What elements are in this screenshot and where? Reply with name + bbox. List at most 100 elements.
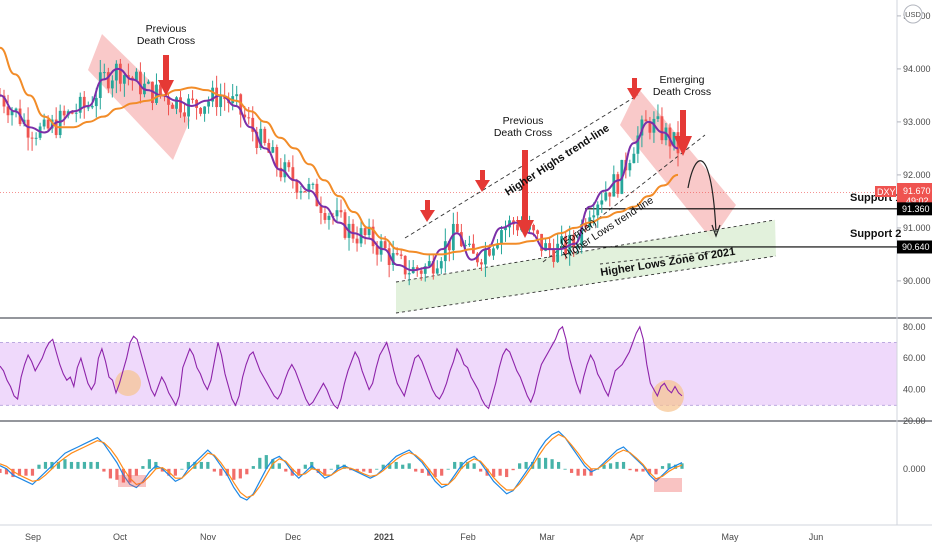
- candle-body: [476, 253, 479, 263]
- time-tick-label: Apr: [630, 532, 644, 542]
- macd-histogram-bar: [634, 468, 639, 472]
- macd-histogram-bar: [76, 461, 80, 469]
- candle-body: [243, 114, 247, 118]
- macd-histogram-bar: [43, 461, 48, 469]
- macd-scale[interactable]: 0.000: [903, 464, 926, 474]
- candle-body: [556, 243, 560, 262]
- candle-body: [114, 63, 118, 81]
- macd-histogram-bar: [4, 468, 9, 475]
- candle-body: [110, 80, 114, 89]
- candle-body: [98, 72, 102, 98]
- candle-body: [648, 121, 652, 133]
- candle-body: [572, 234, 576, 247]
- candle-body: [636, 135, 640, 154]
- rsi-tick-label: 40.00: [903, 385, 926, 395]
- time-tick-label: May: [721, 532, 739, 542]
- candle-body: [500, 230, 503, 244]
- candle-body: [484, 248, 487, 265]
- candle-body: [427, 261, 431, 267]
- macd-histogram-bar: [11, 468, 15, 478]
- time-tick-label: Mar: [539, 532, 555, 542]
- candle-body: [435, 268, 439, 274]
- candle-body: [122, 75, 126, 84]
- candle-body: [632, 153, 636, 164]
- candle-body: [488, 248, 491, 256]
- candle-body: [363, 228, 367, 236]
- macd-histogram-bar: [134, 468, 138, 476]
- candle-body: [383, 241, 387, 249]
- candle-body: [371, 226, 375, 247]
- candle-body: [584, 224, 588, 228]
- macd-histogram-bar: [641, 468, 645, 472]
- candle-body: [90, 106, 94, 108]
- candle-body: [187, 98, 190, 117]
- macd-histogram-bar: [95, 461, 100, 469]
- macd-histogram-bar: [569, 468, 574, 473]
- macd-tick-label: 0.000: [903, 464, 926, 474]
- candle-body: [315, 183, 319, 207]
- candle-body: [351, 223, 355, 239]
- macd-histogram-bar: [362, 468, 366, 472]
- candle-body: [135, 71, 138, 81]
- macd-pane[interactable]: [0, 422, 897, 525]
- rsi-tick-label: 20.00: [903, 416, 926, 426]
- candle-body: [126, 75, 130, 78]
- macd-histogram-bar: [628, 468, 632, 471]
- macd-histogram-bar: [582, 468, 587, 476]
- candle-body: [147, 81, 150, 84]
- rsi-pane[interactable]: [0, 319, 897, 421]
- macd-histogram-bar: [232, 468, 236, 480]
- price-tick-label: 92.000: [903, 170, 931, 180]
- time-tick-label: Sep: [25, 532, 41, 542]
- support-2-tag: 90.640: [897, 240, 932, 254]
- macd-histogram-bar: [63, 459, 67, 469]
- price-tick-label: 94.000: [903, 64, 931, 74]
- candle-body: [335, 210, 339, 217]
- candle-body: [656, 116, 660, 119]
- macd-highlight-box: [118, 475, 146, 487]
- time-scale[interactable]: Sep Oct Nov Dec 2021 Feb Mar Apr May Jun: [25, 532, 823, 542]
- candle-body: [203, 106, 207, 114]
- candle-body: [564, 236, 568, 255]
- time-tick-label: Dec: [285, 532, 302, 542]
- candle-body: [536, 230, 539, 234]
- annotation-emerging: Emerging: [660, 74, 705, 86]
- candle-body: [439, 261, 443, 269]
- candle-body: [307, 183, 311, 192]
- svg-text:49:02: 49:02: [906, 196, 929, 206]
- candle-body: [295, 181, 299, 193]
- candle-body: [375, 246, 379, 255]
- macd-histogram-bar: [466, 461, 470, 469]
- candle-body: [311, 183, 315, 185]
- rsi-overbought-oversold-band: [0, 342, 897, 406]
- macd-histogram-bar: [69, 461, 74, 469]
- macd-histogram-bar: [446, 468, 450, 470]
- candle-body: [299, 191, 303, 193]
- macd-histogram-bar: [108, 468, 113, 479]
- moving-average-line: [0, 67, 679, 272]
- rsi-scale[interactable]: 80.00 60.00 40.00 20.00: [903, 322, 926, 426]
- macd-histogram-bar: [381, 464, 385, 469]
- higher-lows-zone-bottom-line: [395, 255, 777, 314]
- arrow-down-icon: [475, 170, 490, 192]
- candle-body: [640, 119, 644, 136]
- label-support-2: Support 2: [850, 228, 901, 240]
- candle-body: [467, 243, 471, 245]
- candle-body: [596, 204, 600, 216]
- candle-body: [355, 238, 359, 244]
- candle-body: [303, 191, 307, 193]
- candle-body: [207, 101, 211, 107]
- currency-badge[interactable]: USD: [903, 4, 923, 24]
- candle-body: [211, 87, 215, 102]
- macd-histogram-bar: [576, 468, 580, 476]
- macd-histogram-bar: [303, 464, 307, 469]
- candle-body: [259, 128, 263, 148]
- price-pane[interactable]: [0, 0, 897, 318]
- candle-body: [327, 215, 331, 220]
- annotation-death-cross: Death Cross: [137, 35, 195, 47]
- candle-body: [106, 72, 110, 89]
- candle-body: [191, 98, 194, 100]
- candle-body: [616, 174, 620, 194]
- candle-body: [387, 248, 391, 265]
